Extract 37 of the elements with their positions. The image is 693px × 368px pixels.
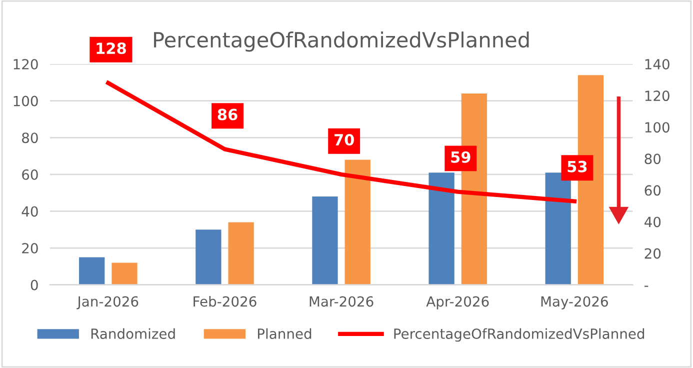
x-tick-label: Jan-2026	[76, 296, 138, 310]
bar	[112, 262, 138, 285]
legend-label: Randomized	[91, 328, 175, 339]
y2-tick-label: -	[644, 286, 648, 287]
y-tick-label: 100	[14, 96, 38, 106]
x-tick-label: Feb-2026	[194, 296, 256, 307]
y2-tick-label: 100	[645, 122, 670, 133]
y-tick-label: 120	[14, 59, 38, 70]
y2-tick-label: 140	[645, 59, 670, 70]
legend-label: PercentageOfRandomizedVsPlanned	[394, 328, 644, 342]
y2-tick-label: 80	[644, 154, 661, 164]
bar	[196, 230, 222, 285]
y-tick-label: 60	[22, 169, 38, 180]
y2-tick-label: 60	[644, 185, 661, 196]
data-label: 59	[451, 151, 470, 163]
chart-title: PercentageOfRandomizedVsPlanned	[154, 32, 529, 52]
y-tick-label: 40	[22, 206, 38, 217]
bar	[344, 160, 370, 285]
bar	[428, 172, 454, 285]
y2-tick-label: 20	[644, 248, 661, 259]
bar	[545, 172, 571, 285]
y-tick-label: 80	[22, 132, 38, 144]
data-label: 86	[218, 108, 238, 120]
bar	[312, 196, 338, 285]
y-tick-label: 20	[22, 243, 38, 254]
data-label: 70	[334, 134, 354, 146]
bar	[228, 222, 254, 285]
x-tick-label: Apr-2026	[426, 296, 489, 310]
y-tick-label: 0	[30, 280, 38, 290]
y2-tick-label: 40	[644, 216, 661, 228]
y2-tick-label: 120	[645, 90, 670, 102]
legend-label: Planned	[258, 328, 312, 339]
data-label: 53	[568, 160, 587, 172]
x-tick-label: Mar-2026	[310, 296, 374, 307]
data-label: 128	[96, 42, 126, 54]
bar	[79, 257, 105, 285]
x-tick-label: May-2026	[541, 296, 608, 310]
